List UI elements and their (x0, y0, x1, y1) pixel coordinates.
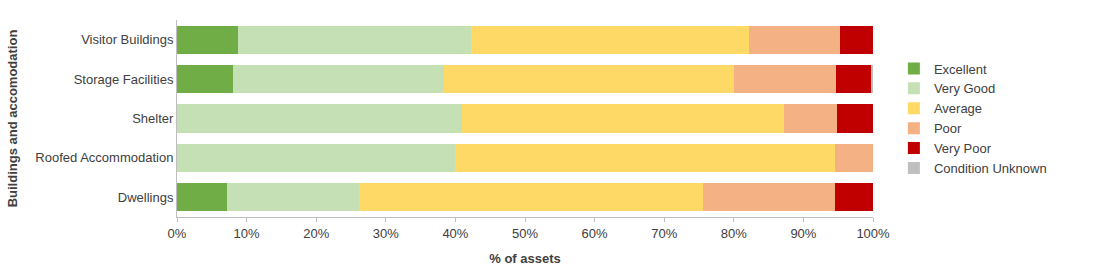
svg-text:Roofed Accommodation: Roofed Accommodation (35, 150, 173, 165)
svg-text:Very Good: Very Good (934, 81, 995, 96)
svg-text:80%: 80% (721, 226, 747, 241)
svg-text:Condition Unknown: Condition Unknown (934, 161, 1047, 176)
svg-text:Excellent: Excellent (934, 62, 987, 77)
svg-text:50%: 50% (512, 226, 538, 241)
svg-text:30%: 30% (373, 226, 399, 241)
svg-text:% of assets: % of assets (489, 251, 561, 266)
svg-text:20%: 20% (303, 226, 329, 241)
svg-text:Very Poor: Very Poor (934, 141, 992, 156)
svg-text:Storage Facilities: Storage Facilities (74, 72, 174, 87)
svg-text:Shelter: Shelter (132, 111, 174, 126)
svg-text:Average: Average (934, 101, 982, 116)
svg-text:Buildings and accomodation: Buildings and accomodation (5, 30, 20, 208)
svg-text:Poor: Poor (934, 121, 962, 136)
svg-text:10%: 10% (234, 226, 260, 241)
svg-text:70%: 70% (651, 226, 677, 241)
svg-text:40%: 40% (442, 226, 468, 241)
svg-text:0%: 0% (168, 226, 187, 241)
svg-text:Visitor Buildings: Visitor Buildings (81, 32, 174, 47)
svg-text:90%: 90% (790, 226, 816, 241)
svg-text:100%: 100% (856, 226, 890, 241)
svg-text:Dwellings: Dwellings (118, 190, 174, 205)
svg-text:60%: 60% (582, 226, 608, 241)
